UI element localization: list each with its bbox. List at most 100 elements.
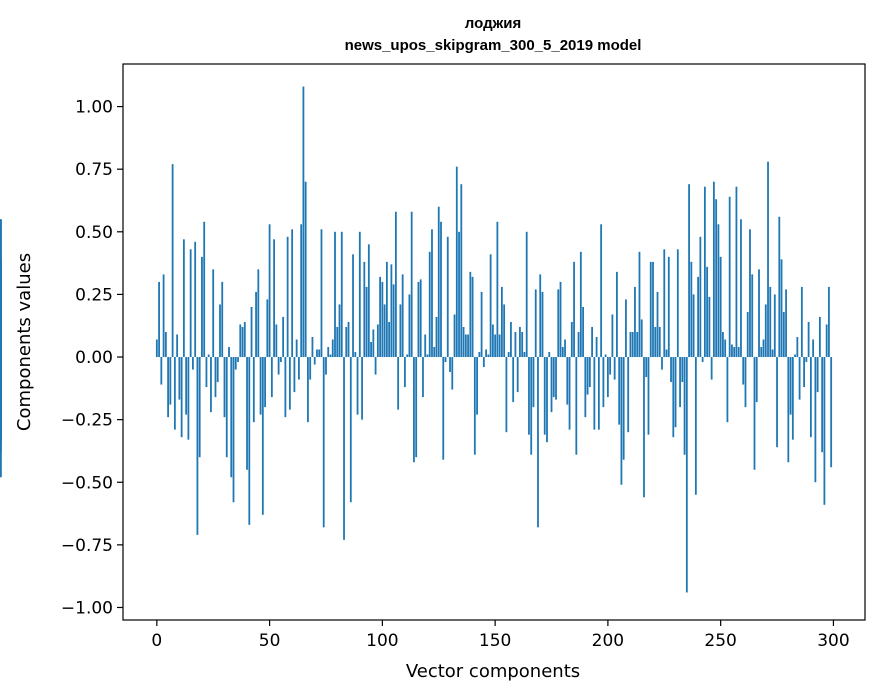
bar-9 — [176, 334, 179, 358]
bar-61 — [293, 357, 296, 393]
bar-50 — [268, 224, 271, 358]
bar-47 — [261, 357, 264, 515]
bar-78 — [331, 339, 334, 358]
bar-287 — [803, 357, 805, 388]
bar-25 — [212, 269, 215, 358]
bar-197 — [600, 224, 603, 358]
bar-204 — [616, 271, 618, 358]
bar-192 — [588, 357, 591, 388]
bar-286 — [800, 286, 803, 358]
bar-16 — [192, 357, 194, 370]
bar-142 — [476, 357, 478, 415]
bar-206 — [620, 357, 623, 485]
bar-4 — [164, 331, 167, 358]
bar-226 — [665, 349, 668, 358]
bar-39 — [243, 321, 246, 358]
bar-167 — [532, 357, 535, 408]
bar-264 — [751, 274, 754, 358]
bar-282 — [791, 357, 794, 440]
bar-212 — [634, 286, 636, 358]
bar-158 — [512, 357, 515, 403]
bar-125 — [437, 206, 440, 358]
bar-76 — [327, 347, 330, 358]
bar-189 — [582, 306, 584, 358]
chart-title: лоджия — [465, 15, 521, 32]
bar-1 — [158, 281, 160, 358]
bar-224 — [661, 357, 663, 370]
bar-64 — [300, 224, 303, 358]
bar-181 — [564, 339, 566, 358]
x-tick-label-250: 250 — [704, 631, 736, 651]
bar-57 — [284, 357, 287, 418]
bar-272 — [769, 286, 772, 358]
bar-82 — [340, 231, 343, 358]
bar-207 — [622, 357, 625, 460]
bar-256 — [733, 347, 736, 358]
bar-263 — [749, 229, 751, 358]
bar-216 — [643, 357, 645, 498]
bar-30 — [223, 357, 226, 418]
bar-92 — [363, 261, 366, 358]
bar-107 — [397, 357, 400, 410]
bar-284 — [796, 336, 799, 358]
bar-154 — [503, 304, 506, 358]
bar-3 — [162, 274, 165, 358]
bar-56 — [282, 316, 285, 358]
bar-156 — [507, 352, 510, 358]
bar-11 — [180, 357, 183, 438]
y-tick-label--1.00: −1.00 — [61, 598, 113, 618]
bar-121 — [428, 251, 431, 358]
bar-118 — [422, 357, 424, 398]
y-tick-label-0.25: 0.25 — [75, 285, 113, 305]
bar-254 — [728, 196, 731, 358]
bar-155 — [505, 357, 508, 433]
bar-103 — [388, 321, 391, 358]
bar-58 — [286, 236, 289, 358]
bar-191 — [586, 357, 589, 395]
bar-33 — [230, 357, 233, 478]
bar-45 — [257, 269, 260, 358]
bar-237 — [690, 261, 693, 358]
bar-241 — [699, 236, 702, 358]
bar-59 — [288, 357, 291, 410]
bar-8 — [173, 357, 176, 430]
bar-174 — [548, 352, 551, 358]
bar-288 — [805, 357, 808, 363]
bar-232 — [679, 357, 681, 408]
bar-298 — [828, 286, 830, 358]
bar-77 — [329, 354, 332, 358]
bar-139 — [469, 271, 472, 358]
bar-178 — [557, 289, 560, 358]
bar-72 — [318, 349, 321, 358]
bar-89 — [356, 357, 359, 415]
bar-86 — [349, 357, 352, 503]
y-tick-label-0.75: 0.75 — [75, 160, 113, 180]
bar-84 — [345, 326, 348, 358]
bar-278 — [782, 311, 785, 358]
bar-71 — [316, 349, 318, 358]
bar-199 — [604, 354, 607, 358]
bar-238 — [692, 294, 695, 358]
bar-179 — [559, 281, 562, 358]
bar-24 — [210, 357, 212, 413]
bar-248 — [715, 199, 718, 358]
bar-194 — [593, 357, 596, 430]
bar-106 — [394, 211, 397, 358]
bar-85 — [347, 321, 350, 358]
bar-234 — [683, 357, 686, 455]
bar-219 — [649, 261, 652, 358]
bar-44 — [255, 291, 257, 358]
bar-185 — [573, 261, 575, 358]
bar-221 — [654, 326, 657, 358]
bar-244 — [706, 266, 709, 358]
bar-80 — [336, 326, 339, 358]
bars-group — [0, 86, 833, 593]
bar-170 — [539, 274, 542, 358]
bar-144 — [480, 291, 483, 358]
x-tick-label-0: 0 — [151, 631, 162, 651]
bar-183 — [568, 357, 571, 430]
x-tick-label-100: 100 — [366, 631, 398, 651]
bar-290 — [809, 357, 812, 438]
bar-143 — [478, 352, 481, 358]
